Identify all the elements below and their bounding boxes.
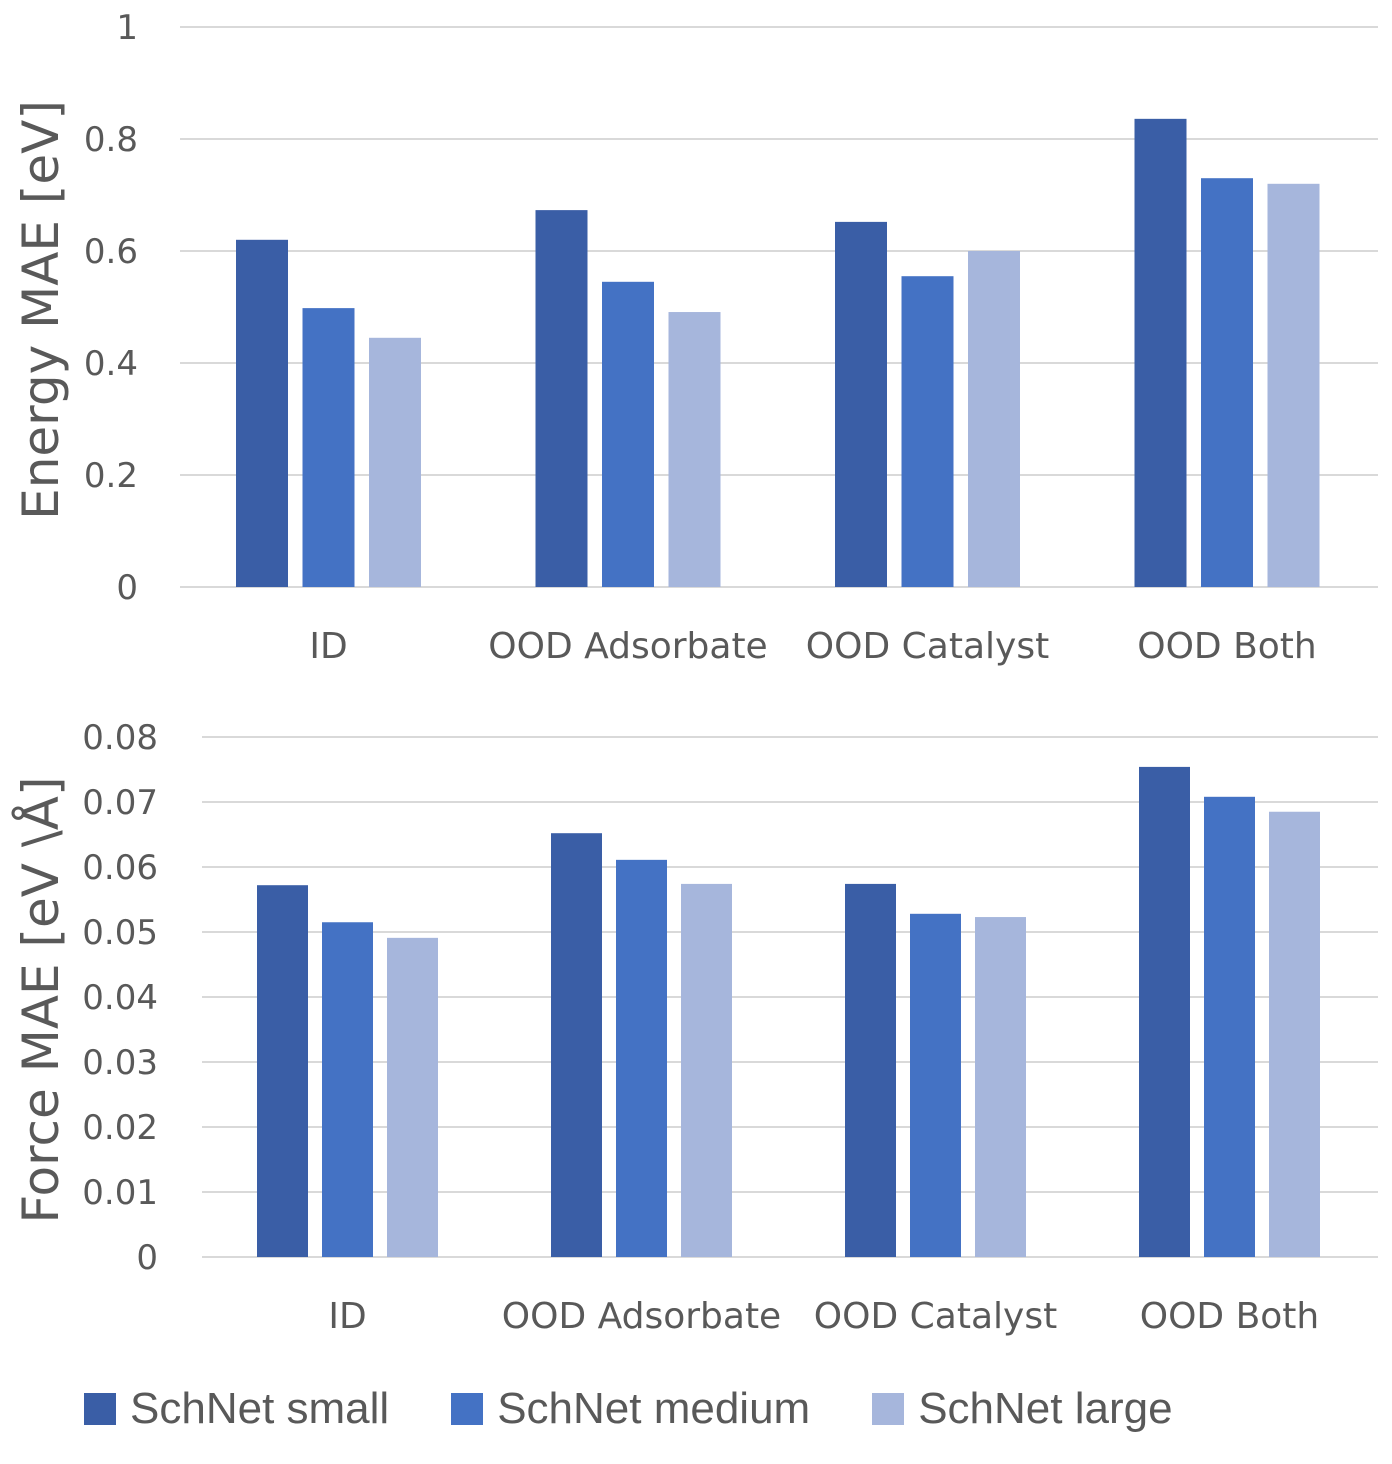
bar-schnet-medium-ood-catalyst xyxy=(901,276,954,587)
legend-label: SchNet medium xyxy=(497,1384,811,1433)
y-tick-label: 0.01 xyxy=(82,1173,158,1213)
bar-schnet-medium-ood-both xyxy=(1201,178,1253,587)
bar-schnet-small-ood-adsorbate xyxy=(535,210,588,587)
bar-schnet-medium-ood-both xyxy=(1204,796,1255,1257)
y-tick-label: 0.06 xyxy=(82,848,158,888)
y-tick-label: 0.04 xyxy=(82,978,158,1018)
legend-item-schnet-large: SchNet large xyxy=(872,1384,1173,1434)
bar-schnet-large-ood-both xyxy=(1267,183,1320,588)
bar-schnet-large-ood-adsorbate xyxy=(668,312,721,587)
y-tick-label: 0.4 xyxy=(84,344,138,384)
legend-swatch-medium xyxy=(451,1393,484,1425)
y-tick-label: 0.8 xyxy=(84,120,138,160)
y-tick-label: 0 xyxy=(136,1238,158,1278)
bar-schnet-large-ood-adsorbate xyxy=(681,883,732,1257)
bar-schnet-medium-id xyxy=(322,922,373,1257)
legend-label: SchNet small xyxy=(130,1384,390,1433)
x-tick-label: ID xyxy=(328,1296,366,1337)
y-tick-label: 0.02 xyxy=(82,1108,158,1148)
bar-schnet-small-id xyxy=(257,885,308,1257)
bar-schnet-small-ood-catalyst xyxy=(835,221,887,587)
y-tick-label: 1 xyxy=(116,8,138,48)
bar-schnet-small-ood-adsorbate xyxy=(551,833,602,1257)
x-tick-label: OOD Adsorbate xyxy=(502,1296,781,1337)
y-tick-label: 0.08 xyxy=(82,718,158,758)
legend-item-schnet-medium: SchNet medium xyxy=(451,1384,810,1434)
force-mae-chart: 0 0.01 0.02 0.03 0.04 0.05 0.06 0.07 0.08 ID OOD … xyxy=(12,718,1378,1337)
legend-label: SchNet large xyxy=(918,1384,1173,1433)
bar-schnet-small-ood-both xyxy=(1139,766,1190,1257)
bar-schnet-medium-ood-adsorbate xyxy=(602,281,654,587)
legend-item-schnet-small: SchNet small xyxy=(84,1384,389,1434)
y-tick-label: 0 xyxy=(116,568,138,608)
y-tick-label: 0.2 xyxy=(84,456,138,496)
x-tick-label: OOD Catalyst xyxy=(806,626,1049,667)
bar-schnet-large-id xyxy=(369,337,421,587)
y-axis-label: Force MAE [eV \Å] xyxy=(12,777,70,1224)
bar-schnet-medium-ood-catalyst xyxy=(910,913,961,1257)
bar-schnet-medium-ood-adsorbate xyxy=(616,859,667,1257)
bar-schnet-large-ood-both xyxy=(1269,811,1320,1257)
y-tick-label: 0.03 xyxy=(82,1043,158,1083)
bar-schnet-small-ood-both xyxy=(1134,118,1187,587)
y-tick-label: 0.05 xyxy=(82,913,158,953)
x-tick-label: ID xyxy=(309,626,347,667)
bar-schnet-small-ood-catalyst xyxy=(845,883,896,1257)
y-tick-label: 0.07 xyxy=(82,783,158,823)
bar-schnet-small-id xyxy=(236,239,288,588)
x-tick-label: OOD Both xyxy=(1137,626,1317,667)
bar-schnet-large-ood-catalyst xyxy=(968,251,1020,587)
legend-swatch-small xyxy=(84,1393,116,1425)
x-tick-label: OOD Both xyxy=(1140,1296,1320,1337)
x-tick-label: OOD Catalyst xyxy=(814,1296,1057,1337)
y-tick-label: 0.6 xyxy=(84,232,138,272)
energy-mae-chart: 0 0.2 0.4 0.6 0.8 1 ID OOD Adsorbate OOD Cataly… xyxy=(12,8,1378,667)
x-tick-label: OOD Adsorbate xyxy=(488,626,767,667)
legend: SchNet small SchNet medium SchNet large xyxy=(84,1384,1235,1434)
y-axis-label: Energy MAE [eV] xyxy=(12,100,70,520)
bar-schnet-large-id xyxy=(387,937,438,1257)
bar-schnet-large-ood-catalyst xyxy=(975,917,1026,1257)
bar-schnet-medium-id xyxy=(302,308,355,587)
legend-swatch-large xyxy=(872,1393,905,1425)
